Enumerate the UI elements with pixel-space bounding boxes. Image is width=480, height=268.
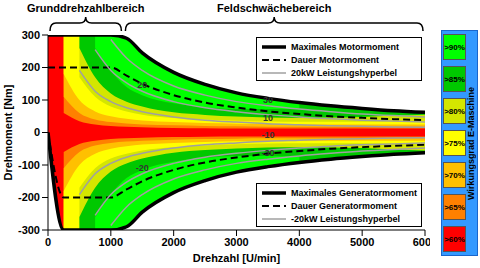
html-text:Wirkungsgrad E-Maschine: Wirkungsgrad E-Maschine [466, 86, 476, 200]
html-text:>80%: >80% [444, 106, 465, 116]
svg-text:100: 100 [22, 94, 40, 106]
svg-text:6000: 6000 [413, 236, 430, 248]
svg-text:3000: 3000 [224, 236, 248, 248]
svg-text:20: 20 [137, 80, 147, 90]
svg-text:-30: -30 [261, 148, 274, 158]
html-text:Maximales Generatormoment: Maximales Generatormoment [291, 187, 417, 198]
html-text:>60%: >60% [444, 234, 465, 244]
svg-text:Grunddrehzahlbereich: Grunddrehzahlbereich [27, 2, 145, 14]
svg-text:1000: 1000 [99, 236, 123, 248]
svg-text:Drehmoment [Nm]: Drehmoment [Nm] [8, 84, 14, 180]
svg-text:5000: 5000 [350, 236, 374, 248]
svg-text:Feldschwächebereich: Feldschwächebereich [217, 2, 332, 14]
svg-text:0: 0 [45, 236, 51, 248]
html-text:>70%: >70% [444, 170, 465, 180]
svg-text:-300: -300 [18, 224, 40, 236]
html-text:Dauer Motormoment: Dauer Motormoment [291, 54, 379, 65]
html-text:>75%: >75% [444, 138, 465, 148]
svg-text:10: 10 [263, 113, 273, 123]
html-text:>85%: >85% [444, 74, 465, 84]
svg-text:4000: 4000 [287, 236, 311, 248]
svg-text:0: 0 [34, 126, 40, 138]
svg-text:-10: -10 [261, 130, 274, 140]
svg-text:300: 300 [22, 29, 40, 41]
html-text:>90%: >90% [444, 42, 465, 52]
svg-text:Drehzahl [U/min]: Drehzahl [U/min] [193, 252, 281, 264]
svg-text:-20: -20 [136, 163, 149, 173]
svg-text:-200: -200 [18, 191, 40, 203]
svg-text:2000: 2000 [161, 236, 185, 248]
svg-text:200: 200 [22, 61, 40, 73]
html-text:-20kW Leistungshyperbel: -20kW Leistungshyperbel [291, 213, 400, 224]
html-text:>65%: >65% [444, 202, 465, 212]
html-text:Maximales Motormoment: Maximales Motormoment [291, 41, 399, 52]
svg-text:30: 30 [263, 95, 273, 105]
html-text:Dauer Generatormoment: Dauer Generatormoment [291, 200, 397, 211]
html-text:20kW Leistungshyperbel: 20kW Leistungshyperbel [291, 67, 397, 78]
svg-text:-100: -100 [18, 159, 40, 171]
